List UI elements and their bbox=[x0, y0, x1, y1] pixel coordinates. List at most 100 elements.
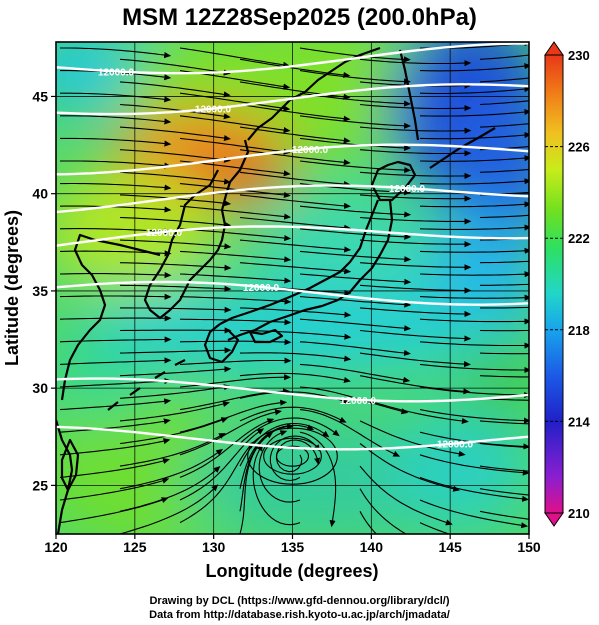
streamline bbox=[239, 103, 351, 122]
y-axis-ticks: 25 30 35 40 45 bbox=[32, 88, 56, 493]
streamline bbox=[60, 47, 172, 59]
streamline bbox=[179, 318, 292, 326]
x-tick-label: 130 bbox=[202, 539, 226, 555]
height-contour-line bbox=[56, 42, 529, 75]
streamline bbox=[299, 318, 412, 332]
streamline bbox=[299, 228, 412, 240]
streamline bbox=[119, 216, 232, 228]
streamline bbox=[419, 318, 529, 325]
streamline bbox=[119, 239, 232, 250]
colorbar-tick-label: 210 bbox=[568, 506, 590, 521]
streamline bbox=[179, 339, 292, 346]
streamline bbox=[119, 432, 226, 467]
streamline bbox=[359, 126, 472, 134]
streamline bbox=[359, 262, 472, 271]
streamline bbox=[480, 283, 529, 286]
x-tick-label: 120 bbox=[44, 539, 68, 555]
contour-label: 12000.0 bbox=[437, 440, 474, 451]
streamline bbox=[239, 424, 315, 489]
streamline bbox=[419, 63, 529, 72]
streamline bbox=[119, 417, 229, 445]
cyclone-streamline bbox=[263, 437, 322, 475]
streamline bbox=[239, 406, 347, 423]
streamline bbox=[479, 420, 529, 425]
contour-label: 12000.0 bbox=[389, 184, 426, 195]
streamline bbox=[359, 375, 471, 395]
streamline bbox=[119, 58, 231, 76]
streamline bbox=[359, 352, 471, 368]
streamline bbox=[299, 70, 411, 85]
streamline bbox=[479, 352, 529, 355]
streamline bbox=[119, 81, 231, 98]
streamline bbox=[359, 149, 472, 157]
streamline bbox=[119, 262, 232, 271]
x-tick-label: 140 bbox=[360, 539, 384, 555]
streamline bbox=[359, 239, 472, 248]
footer-credit-line2: Data from http://database.rish.kyoto-u.a… bbox=[149, 609, 450, 621]
streamline bbox=[179, 137, 291, 155]
streamline bbox=[419, 247, 529, 254]
streamline bbox=[59, 336, 172, 343]
colorbar-tick-label: 222 bbox=[568, 231, 590, 246]
streamline bbox=[239, 239, 352, 253]
height-contours: 12000.0 12000.0 12000.0 12000.0 12000.0 12000… bbox=[56, 42, 529, 451]
streamline bbox=[60, 115, 172, 125]
streamline bbox=[60, 182, 172, 191]
streamline bbox=[59, 293, 172, 300]
streamline bbox=[179, 47, 291, 68]
streamline bbox=[179, 250, 292, 263]
y-axis-label: Latitude (degrees) bbox=[2, 210, 22, 366]
streamline bbox=[299, 250, 412, 263]
x-tick-label: 125 bbox=[123, 539, 147, 555]
streamline bbox=[59, 357, 172, 365]
streamline bbox=[419, 454, 529, 476]
contour-label: 12000.0 bbox=[146, 228, 183, 239]
streamline bbox=[359, 194, 472, 202]
streamline bbox=[275, 439, 321, 473]
streamline bbox=[179, 205, 292, 220]
x-axis-ticks: 120 125 130 135 140 145 150 bbox=[44, 534, 541, 555]
height-contour-line bbox=[56, 225, 529, 247]
streamline bbox=[119, 384, 231, 399]
streamline bbox=[119, 448, 224, 490]
streamline bbox=[179, 428, 265, 501]
streamline bbox=[179, 409, 283, 456]
streamline bbox=[59, 497, 169, 524]
streamline bbox=[479, 510, 529, 520]
streamline bbox=[419, 271, 529, 278]
streamline bbox=[239, 194, 351, 209]
streamline bbox=[419, 341, 529, 349]
streamline bbox=[479, 54, 529, 60]
streamline bbox=[359, 103, 472, 112]
streamline bbox=[479, 77, 529, 83]
streamline bbox=[419, 224, 529, 231]
streamline bbox=[359, 216, 472, 225]
streamline bbox=[179, 92, 291, 112]
streamline bbox=[419, 108, 529, 117]
streamline bbox=[59, 377, 172, 388]
streamline bbox=[359, 284, 472, 294]
streamline bbox=[239, 329, 352, 340]
streamline bbox=[179, 441, 254, 524]
streamline bbox=[239, 58, 351, 79]
streamline bbox=[299, 431, 337, 528]
streamline bbox=[479, 168, 529, 173]
streamline bbox=[59, 438, 171, 456]
streamline bbox=[419, 131, 529, 140]
streamline bbox=[239, 417, 340, 444]
streamline bbox=[479, 260, 529, 264]
streamline bbox=[479, 237, 529, 241]
streamline bbox=[299, 296, 412, 308]
streamline bbox=[359, 443, 460, 492]
streamline bbox=[119, 400, 230, 422]
streamline bbox=[419, 522, 451, 534]
streamline bbox=[239, 307, 352, 318]
y-tick-label: 30 bbox=[32, 380, 48, 396]
streamline bbox=[119, 484, 219, 534]
streamline bbox=[419, 386, 529, 399]
streamline bbox=[479, 100, 529, 106]
y-tick-label: 45 bbox=[32, 88, 48, 104]
streamline bbox=[239, 372, 351, 384]
contour-label: 12000.0 bbox=[98, 67, 135, 78]
streamline bbox=[359, 329, 472, 342]
